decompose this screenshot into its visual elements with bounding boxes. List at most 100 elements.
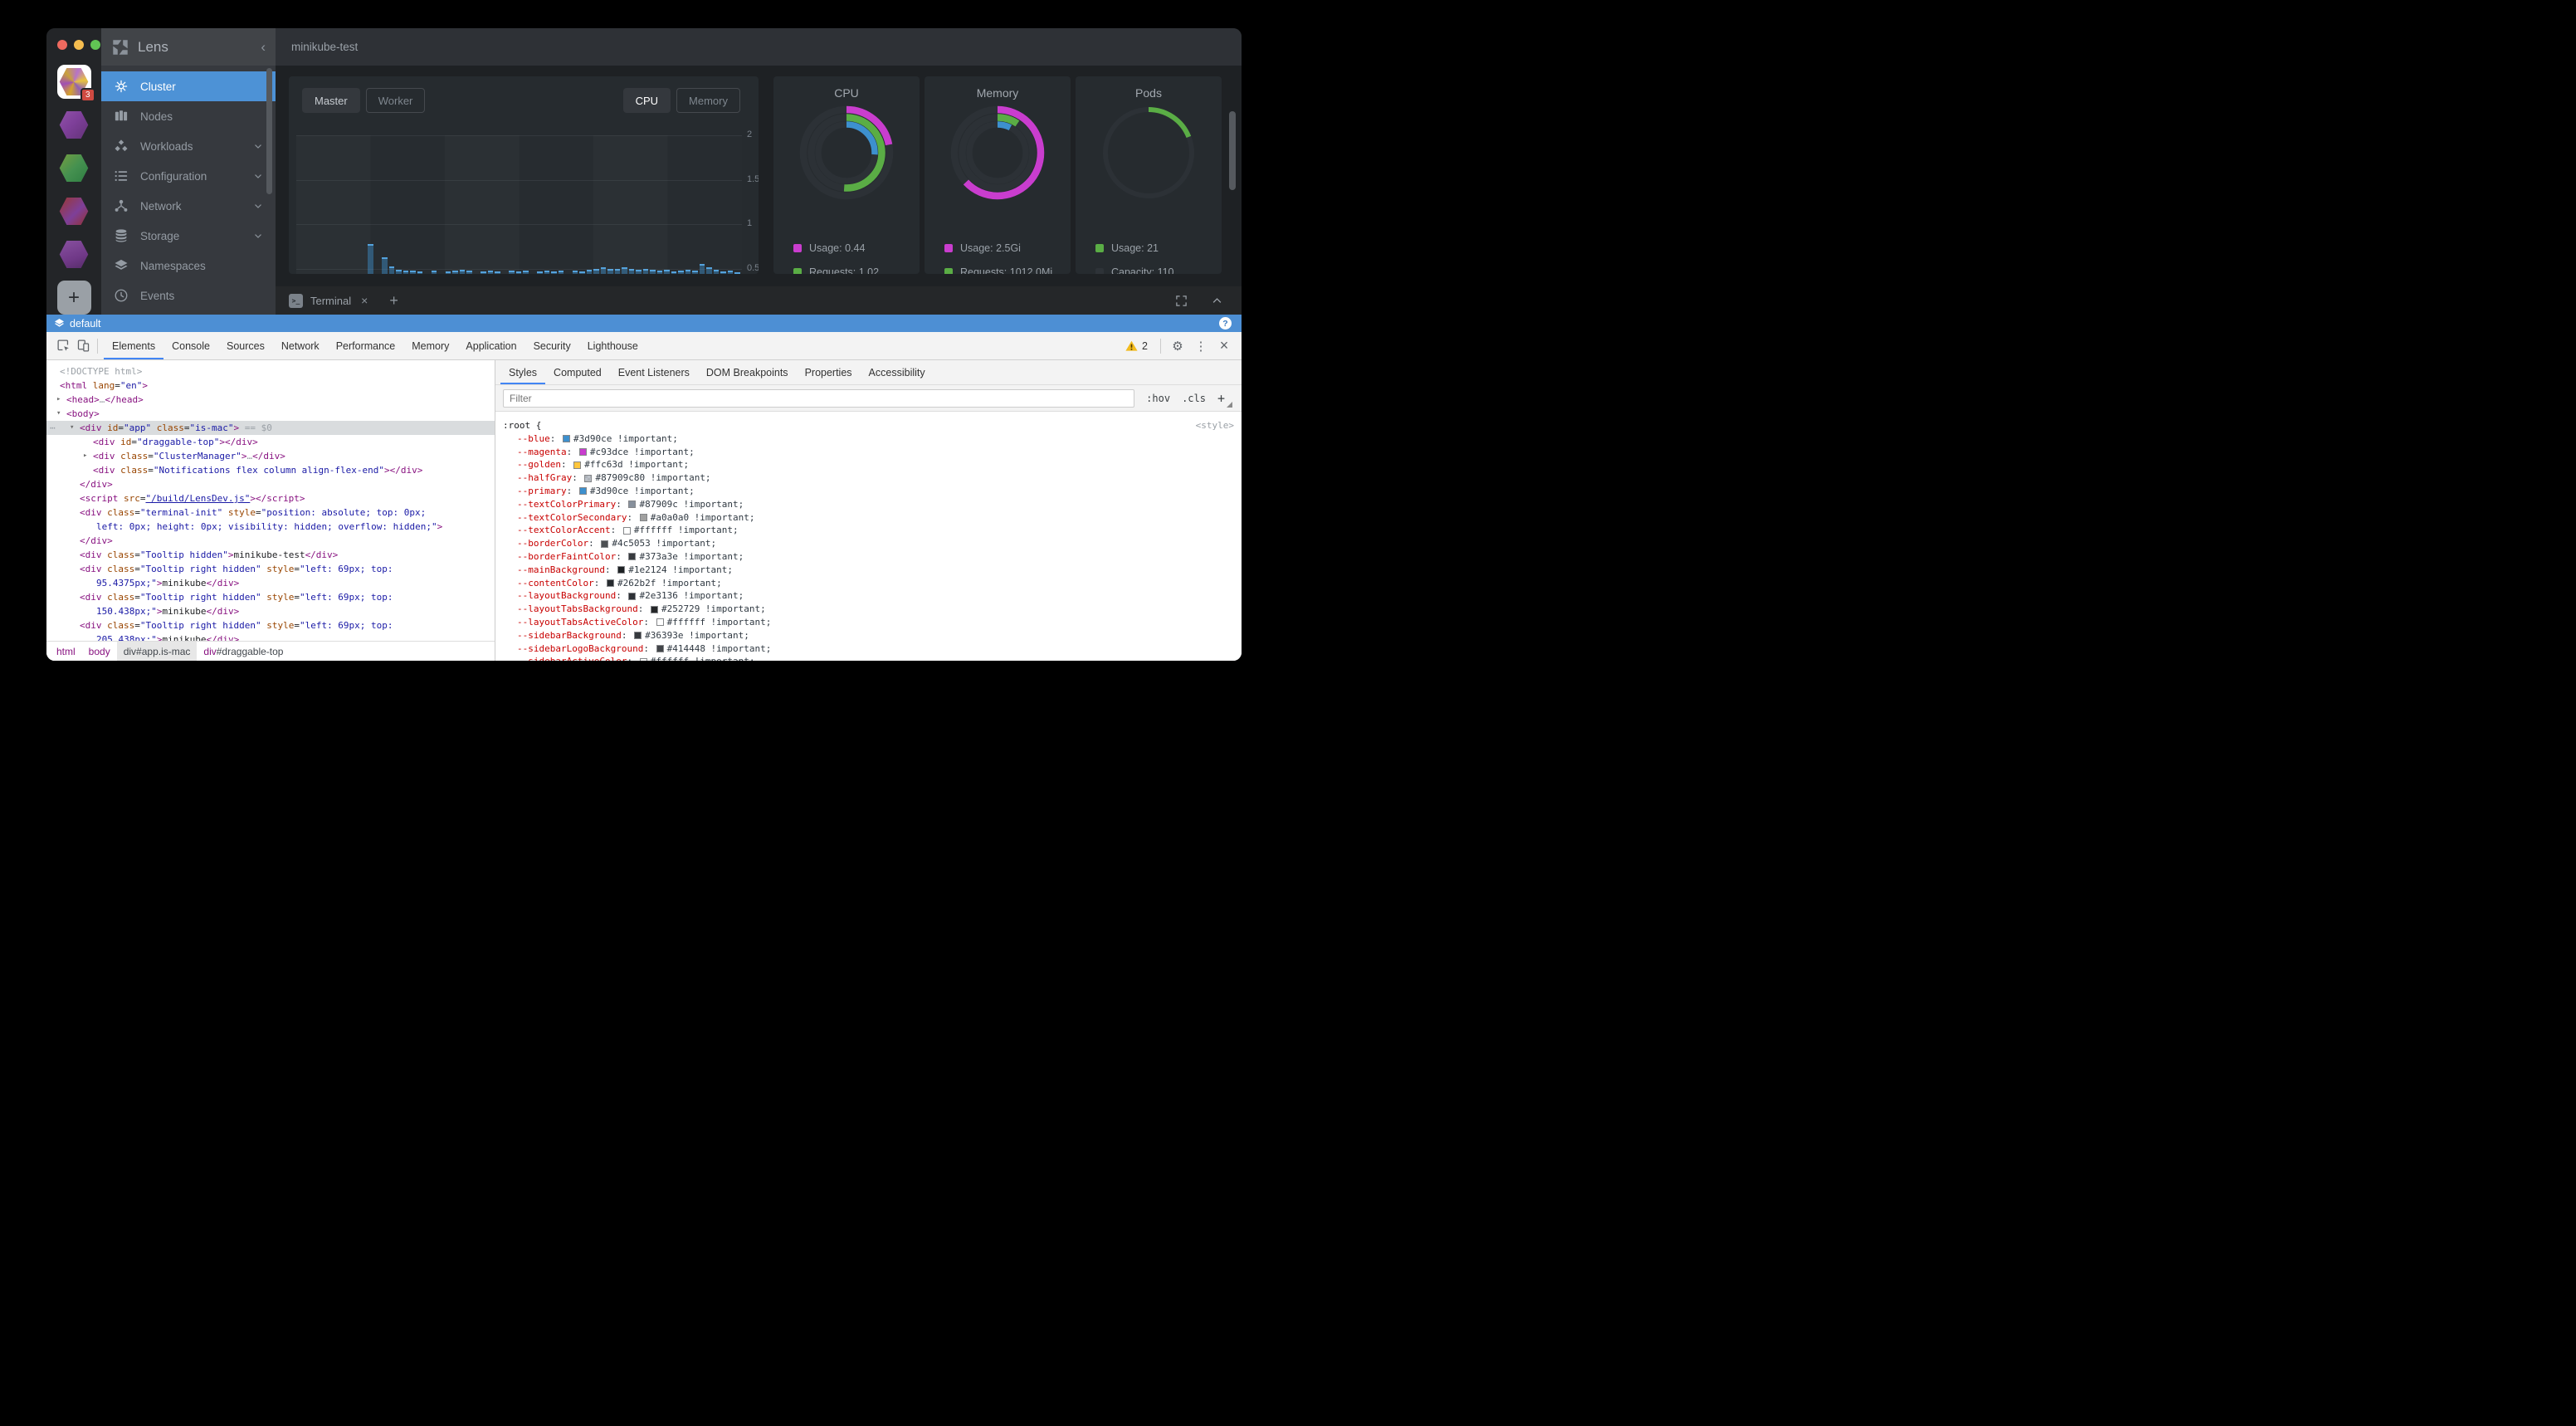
terminal-add-icon[interactable]: + [389,291,398,309]
toggle-hover-button[interactable]: :hov [1146,392,1171,404]
breadcrumb-item[interactable]: body [82,642,117,661]
tab-elements[interactable]: Elements [104,332,164,359]
dom-tree-row[interactable]: 95.4375px;">minikube</div> [46,576,495,590]
color-swatch[interactable] [656,644,664,652]
terminal-collapse-icon[interactable] [1211,295,1223,307]
breadcrumb-item[interactable]: div #draggable-top [197,642,290,661]
devtools-close-icon[interactable]: × [1219,337,1229,354]
tab-application[interactable]: Application [466,339,517,352]
css-declaration[interactable]: --sidebarLogoBackground: #414448 !import… [503,642,1234,656]
css-declaration[interactable]: --layoutBackground: #2e3136 !important; [503,589,1234,603]
dom-tree-row[interactable]: </div> [46,477,495,491]
close-window-button[interactable] [57,40,67,50]
help-icon[interactable]: ? [1219,317,1232,330]
color-swatch[interactable] [606,579,614,587]
color-swatch[interactable] [650,605,658,613]
color-swatch[interactable] [563,435,570,443]
expand-arrow-closed-icon[interactable]: ▸ [56,395,61,403]
style-source-link[interactable]: <style> [1195,420,1234,431]
styles-tab-properties[interactable]: Properties [804,366,852,378]
node-tab-worker[interactable]: Worker [365,88,426,113]
color-swatch[interactable] [634,632,642,640]
new-style-rule-button[interactable]: + [1217,390,1225,406]
color-swatch[interactable] [628,553,637,561]
color-swatch[interactable] [639,657,647,661]
inspect-element-icon[interactable] [53,336,73,356]
dom-tree-row[interactable]: <!DOCTYPE html> [46,364,495,378]
color-swatch[interactable] [628,501,637,509]
css-declaration[interactable]: --borderFaintColor: #373a3e !important; [503,550,1234,564]
warning-counter[interactable]: 2 [1119,340,1154,352]
breadcrumb-item[interactable]: html [50,642,82,661]
sidebar-item-workloads[interactable]: Workloads [101,131,276,161]
dom-tree-row[interactable]: <div class="Tooltip right hidden" style=… [46,590,495,604]
expand-arrow-closed-icon[interactable]: ▸ [83,452,88,460]
row-actions-icon[interactable]: ⋯ [50,422,56,433]
color-swatch[interactable] [617,566,626,574]
cluster-tile-4[interactable] [57,194,91,228]
color-swatch[interactable] [622,526,631,535]
color-swatch[interactable] [601,540,609,548]
css-declaration[interactable]: --blue: #3d90ce !important; [503,432,1234,446]
device-toolbar-icon[interactable] [73,336,93,356]
dom-tree-row[interactable]: <div class="Notifications flex column al… [46,463,495,477]
dom-tree-row[interactable]: <div class="Tooltip right hidden" style=… [46,562,495,576]
dom-tree-row[interactable]: <html lang="en"> [46,378,495,393]
sidebar-item-nodes[interactable]: Nodes [101,101,276,131]
settings-gear-icon[interactable]: ⚙ [1172,339,1183,354]
breadcrumb-item[interactable]: div#app.is-mac [116,642,198,661]
sidebar-item-namespaces[interactable]: Namespaces [101,251,276,281]
dom-tree-row[interactable]: <script src="/build/LensDev.js"></script… [46,491,495,505]
dom-tree-row[interactable]: ▾ <body> [46,407,495,421]
css-declaration[interactable]: --sidebarActiveColor: #ffffff !important… [503,655,1234,661]
color-swatch[interactable] [639,513,647,521]
sidebar-item-network[interactable]: Network [101,191,276,221]
sidebar-item-events[interactable]: Events [101,281,276,310]
dom-tree-row[interactable]: <div class="terminal-init" style="positi… [46,505,495,520]
namespace-label[interactable]: default [70,317,101,330]
css-declaration[interactable]: --golden: #ffc63d !important; [503,458,1234,471]
metric-tab-cpu[interactable]: CPU [622,88,671,113]
css-declaration[interactable]: --layoutTabsActiveColor: #ffffff !import… [503,616,1234,629]
styles-tab-dom-breakpoints[interactable]: DOM Breakpoints [705,366,788,378]
color-swatch[interactable] [578,487,587,496]
cluster-tile-1[interactable]: 3 [56,65,95,102]
tab-memory[interactable]: Memory [412,339,450,352]
terminal-fullscreen-icon[interactable] [1175,295,1188,307]
color-swatch[interactable] [628,592,637,600]
minimize-window-button[interactable] [74,40,84,50]
css-selector[interactable]: :root { [503,420,542,431]
styles-filter-input[interactable] [503,388,1135,408]
dom-tree-row[interactable]: ▸ <head>…</head> [46,393,495,407]
dom-tree-row[interactable]: 150.438px;">minikube</div> [46,604,495,618]
tab-network[interactable]: Network [281,339,320,352]
css-declaration[interactable]: --magenta: #c93dce !important; [503,446,1234,459]
node-tab-master[interactable]: Master [302,88,360,113]
css-declaration[interactable]: --primary: #3d90ce !important; [503,485,1234,498]
sidebar-item-cluster[interactable]: Cluster [101,71,276,101]
tab-performance[interactable]: Performance [335,339,396,352]
terminal-close-icon[interactable]: × [361,294,368,307]
css-declaration[interactable]: --borderColor: #4c5053 !important; [503,537,1234,550]
cluster-tile-2[interactable] [57,108,91,142]
css-declaration[interactable]: --textColorSecondary: #a0a0a0 !important… [503,511,1234,525]
content-scrollbar[interactable] [1229,111,1236,190]
expand-arrow-open-icon[interactable]: ▾ [56,409,61,418]
dom-tree-row[interactable]: <div id="draggable-top"></div> [46,435,495,449]
color-swatch[interactable] [573,461,582,469]
css-declaration[interactable]: --contentColor: #262b2f !important; [503,577,1234,590]
sidebar-collapse-button[interactable]: ‹ [261,39,266,55]
css-declaration[interactable]: --textColorAccent: #ffffff !important; [503,524,1234,537]
dom-tree-row[interactable]: <div class="Tooltip hidden">minikube-tes… [46,548,495,562]
styles-tab-computed[interactable]: Computed [554,366,602,378]
dom-tree-row[interactable]: ▸ <div class="ClusterManager">…</div> [46,449,495,463]
tab-console[interactable]: Console [172,339,210,352]
dom-tree-row[interactable]: left: 0px; height: 0px; visibility: hidd… [46,520,495,534]
styles-tab-accessibility[interactable]: Accessibility [868,366,925,378]
tab-security[interactable]: Security [533,339,571,352]
tab-sources[interactable]: Sources [226,339,265,352]
cluster-tile-5[interactable] [57,237,91,271]
css-declaration[interactable]: --mainBackground: #1e2124 !important; [503,564,1234,577]
expand-arrow-open-icon[interactable]: ▾ [70,423,75,432]
styles-tab-styles[interactable]: Styles [500,360,546,384]
